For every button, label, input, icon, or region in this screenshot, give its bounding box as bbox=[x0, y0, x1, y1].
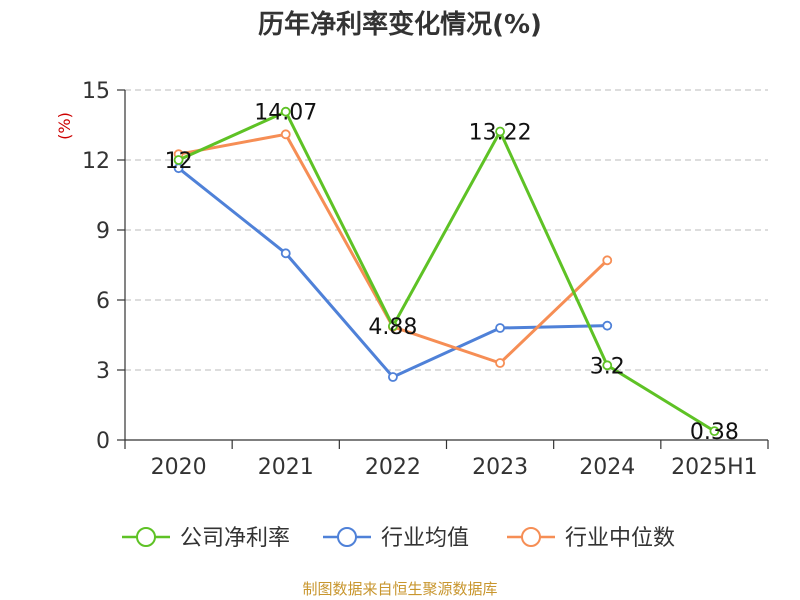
point-s1-2022 bbox=[388, 372, 398, 382]
point-s2-2021 bbox=[280, 129, 291, 140]
x-tick-label-2023: 2023 bbox=[472, 455, 528, 480]
y-tick-label-3: 3 bbox=[96, 359, 110, 384]
y-tick-label-12: 12 bbox=[82, 149, 110, 174]
legend-marker-2 bbox=[521, 527, 541, 547]
point-s1-2021 bbox=[280, 248, 291, 259]
data-label-2022: 4.88 bbox=[368, 315, 417, 340]
y-axis-label: (%) bbox=[55, 112, 74, 140]
series-line-1 bbox=[177, 166, 608, 379]
series-line-0 bbox=[177, 110, 716, 433]
point-s0-2025H1 bbox=[709, 426, 720, 437]
point-s1-2023 bbox=[495, 323, 505, 333]
data-labels: 12 14.07 4.88 13.22 3.2 0.38 bbox=[165, 101, 739, 445]
x-tick-label-2025H1: 2025H1 bbox=[671, 455, 758, 480]
legend-marker-0 bbox=[136, 527, 156, 547]
y-tick-label-0: 0 bbox=[96, 429, 110, 454]
data-label-2025H1: 0.38 bbox=[690, 420, 739, 445]
y-tick-label-9: 9 bbox=[96, 219, 110, 244]
axes: 0 3 6 9 12 15 2020 2021 2022 2023 2024 2025H1 bbox=[82, 79, 769, 480]
point-s0-2023 bbox=[495, 126, 505, 137]
y-tick-label-15: 15 bbox=[82, 79, 110, 104]
data-label-2020: 12 bbox=[165, 149, 193, 174]
source-note: 制图数据来自恒生聚源数据库 bbox=[302, 580, 498, 598]
point-s2-2024 bbox=[602, 255, 613, 266]
series-lines bbox=[173, 106, 720, 437]
point-s0-2024 bbox=[602, 360, 613, 371]
legend-label-1: 行业均值 bbox=[381, 526, 469, 551]
point-s0-2022 bbox=[388, 321, 398, 332]
point-s0-2020 bbox=[173, 155, 184, 165]
x-tick-label-2024: 2024 bbox=[579, 455, 635, 480]
data-label-2021: 14.07 bbox=[254, 101, 317, 126]
data-label-2023: 13.22 bbox=[469, 121, 532, 146]
y-tick-label-6: 6 bbox=[96, 289, 110, 314]
point-s2-2023 bbox=[495, 358, 505, 368]
x-tick-label-2020: 2020 bbox=[151, 455, 207, 480]
x-tick-label-2022: 2022 bbox=[365, 455, 421, 480]
legend-marker-1 bbox=[337, 527, 357, 547]
point-s0-2021 bbox=[280, 106, 291, 117]
legend[interactable]: 公司净利率 行业均值 行业中位数 bbox=[122, 526, 675, 551]
data-label-2024: 3.2 bbox=[590, 354, 625, 379]
legend-label-2: 行业中位数 bbox=[565, 526, 675, 551]
legend-label-0: 公司净利率 bbox=[180, 526, 290, 551]
x-tick-label-2021: 2021 bbox=[258, 455, 314, 480]
chart-title: 历年净利率变化情况(%) bbox=[258, 10, 542, 40]
point-s1-2024 bbox=[602, 320, 613, 331]
